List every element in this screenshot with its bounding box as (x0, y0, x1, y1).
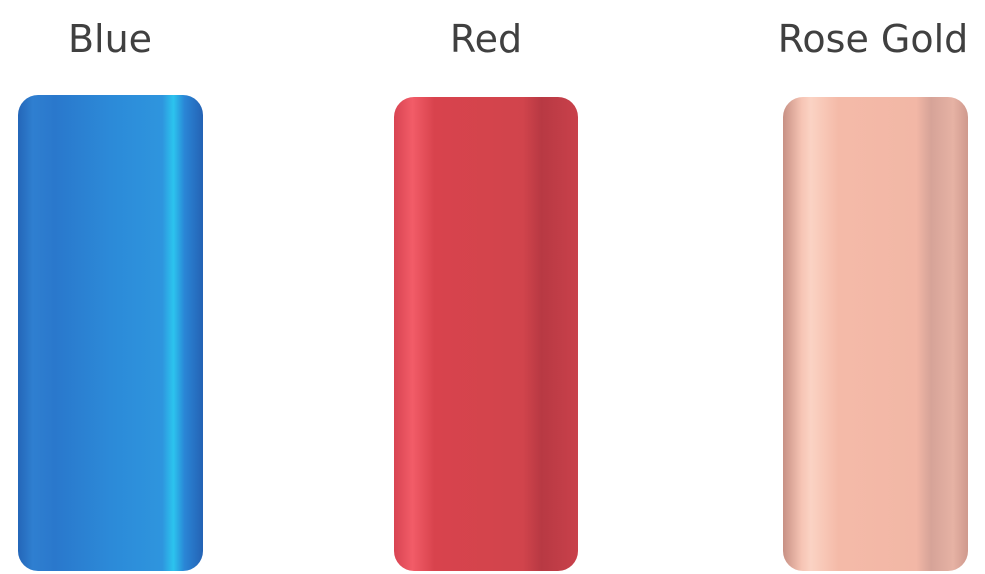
swatch-label: Blue (68, 17, 152, 61)
swatch-label: Red (450, 17, 522, 61)
swatch[interactable] (783, 97, 968, 571)
swatch-option[interactable]: Blue (18, 17, 203, 571)
swatch-label: Rose Gold (778, 17, 969, 61)
swatch[interactable] (18, 95, 203, 571)
swatch[interactable] (394, 97, 578, 571)
swatch-option[interactable]: Red (394, 17, 578, 571)
swatch-option[interactable]: Rose Gold (778, 17, 969, 571)
